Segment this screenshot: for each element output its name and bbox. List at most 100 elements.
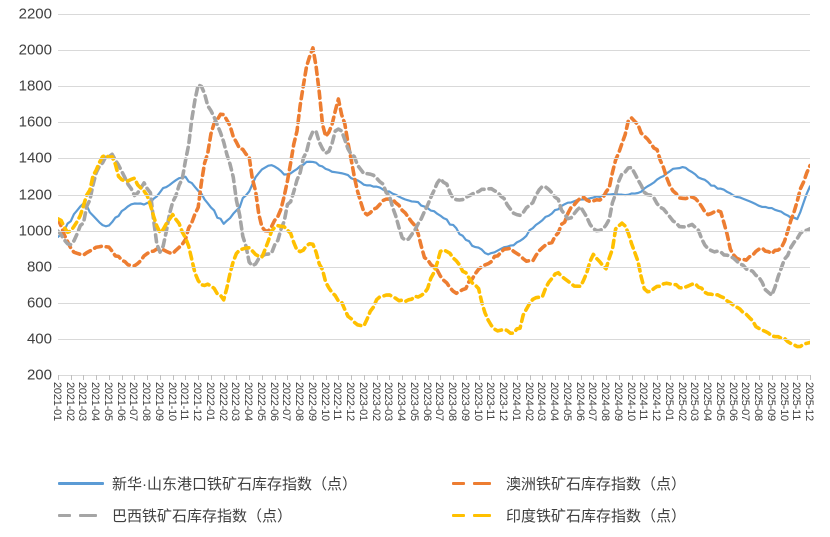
x-axis-tick-label: 2024-05	[560, 382, 573, 421]
x-axis-tick-label: 2024-07	[586, 382, 599, 421]
x-axis-tick	[453, 375, 455, 380]
x-axis-tick	[708, 375, 710, 380]
x-axis-tick	[695, 375, 697, 380]
x-axis-tick	[376, 375, 378, 380]
x-axis-tick-label: 2021-05	[101, 382, 114, 421]
x-axis-tick	[389, 375, 391, 380]
x-axis-tick-label: 2022-07	[280, 382, 293, 421]
series-line-1	[56, 46, 812, 296]
chart-svg	[56, 46, 812, 349]
x-axis-tick	[465, 375, 467, 380]
gridline	[58, 266, 810, 268]
x-axis-tick	[440, 375, 442, 380]
x-axis-tick	[223, 375, 225, 380]
x-axis-tick-label: 2022-04	[242, 382, 255, 421]
legend-item-3[interactable]: 印度铁矿石库存指数（点）	[452, 504, 686, 526]
series-canvas	[56, 14, 812, 376]
legend-swatch-dash-icon	[452, 476, 498, 490]
x-axis-tick-label: 2025-08	[752, 382, 765, 421]
legend-swatch-dash-icon	[452, 508, 498, 522]
legend-item-2[interactable]: 巴西铁矿石库存指数（点）	[58, 504, 292, 526]
gridline	[58, 230, 810, 232]
x-axis-tick-label: 2021-12	[191, 382, 204, 421]
y-axis-tick-label: 2200	[18, 5, 52, 23]
x-axis-tick	[810, 375, 811, 380]
x-axis-tick-label: 2025-06	[726, 382, 739, 421]
x-axis-tick-label: 2021-01	[51, 382, 63, 421]
x-axis-tick-label: 2021-06	[114, 382, 127, 421]
x-axis-tick-label: 2025-11	[790, 382, 803, 421]
legend-swatch-line-icon	[58, 476, 104, 490]
gridline	[58, 50, 810, 52]
x-axis-tick	[631, 375, 633, 380]
y-axis-tick-label: 1000	[18, 222, 52, 240]
legend-label: 新华·山东港口铁矿石库存指数（点）	[112, 475, 357, 493]
x-axis-tick	[682, 375, 684, 380]
y-axis-tick-label: 600	[26, 294, 52, 312]
x-axis-tick-label: 2025-04	[701, 382, 714, 421]
x-axis-tick	[274, 375, 276, 380]
x-axis-tick-label: 2022-12	[344, 382, 357, 421]
x-axis-tick	[261, 375, 263, 380]
x-axis-tick-label: 2024-10	[624, 382, 637, 421]
x-axis-tick	[83, 375, 85, 380]
gridline	[58, 194, 810, 196]
x-axis-tick-label: 2025-07	[739, 382, 752, 421]
x-axis-tick	[121, 375, 123, 380]
y-axis-tick-label: 800	[26, 258, 52, 276]
x-axis-tick	[529, 375, 531, 380]
x-axis-tick	[593, 375, 595, 380]
x-axis-tick-label: 2021-07	[127, 382, 140, 421]
x-axis-tick-label: 2025-09	[764, 382, 777, 421]
gridline	[58, 338, 810, 340]
x-axis-tick	[402, 375, 404, 380]
x-axis-tick	[771, 375, 773, 380]
x-axis-tick	[210, 375, 212, 380]
y-axis-tick-label: 1600	[18, 113, 52, 131]
x-axis-tick	[300, 375, 302, 380]
x-axis-tick-label: 2024-04	[548, 382, 561, 421]
y-axis-tick-label: 200	[26, 366, 52, 384]
x-axis-tick-label: 2023-08	[446, 382, 459, 421]
legend-item-1[interactable]: 澳洲铁矿石库存指数（点）	[452, 472, 686, 494]
x-axis-tick-label: 2023-04	[395, 382, 408, 421]
x-axis-tick	[249, 375, 251, 380]
legend-label: 澳洲铁矿石库存指数（点）	[506, 475, 687, 493]
x-axis-tick	[797, 375, 799, 380]
y-axis-labels: 2200 2000 1800 1600 1400 1200 1000 800 600 400 200	[0, 0, 52, 389]
y-axis-tick-label: 400	[26, 330, 52, 348]
x-axis-tick	[516, 375, 518, 380]
x-axis-tick-label: 2024-11	[637, 382, 650, 421]
x-axis-tick	[172, 375, 174, 380]
x-axis-tick	[733, 375, 735, 380]
x-axis-tick	[567, 375, 569, 380]
x-axis-tick	[555, 375, 557, 380]
gridline	[58, 302, 810, 304]
x-axis-tick	[185, 375, 187, 380]
legend-label: 印度铁矿石库存指数（点）	[506, 507, 687, 525]
x-axis-tick-label: 2023-02	[369, 382, 382, 421]
x-axis-tick-label: 2021-08	[140, 382, 153, 421]
legend-label: 巴西铁矿石库存指数（点）	[112, 507, 293, 525]
x-axis-tick-label: 2021-04	[89, 382, 102, 421]
x-axis-tick-label: 2022-10	[318, 382, 331, 421]
x-axis-tick	[427, 375, 429, 380]
x-axis-tick-label: 2022-11	[331, 382, 344, 421]
x-axis-tick	[325, 375, 327, 380]
legend-item-0[interactable]: 新华·山东港口铁矿石库存指数（点）	[58, 472, 357, 494]
x-axis-tick	[134, 375, 136, 380]
series-line-2	[56, 83, 812, 298]
x-axis-tick	[198, 375, 200, 380]
x-axis-tick-label: 2025-01	[662, 382, 675, 421]
x-axis-tick	[504, 375, 506, 380]
x-axis-tick	[312, 375, 314, 380]
x-axis-tick-label: 2021-11	[178, 382, 191, 421]
gridline	[58, 158, 810, 160]
x-axis-tick	[542, 375, 544, 380]
x-axis-tick-label: 2022-01	[203, 382, 216, 421]
x-axis-tick	[147, 375, 149, 380]
x-axis-tick-label: 2022-08	[293, 382, 306, 421]
chart-plot-area: 2200 2000 1800 1600 1400 1200 1000 800 600 400 200…	[0, 0, 815, 421]
x-axis-tick-label: 2021-02	[63, 382, 76, 421]
